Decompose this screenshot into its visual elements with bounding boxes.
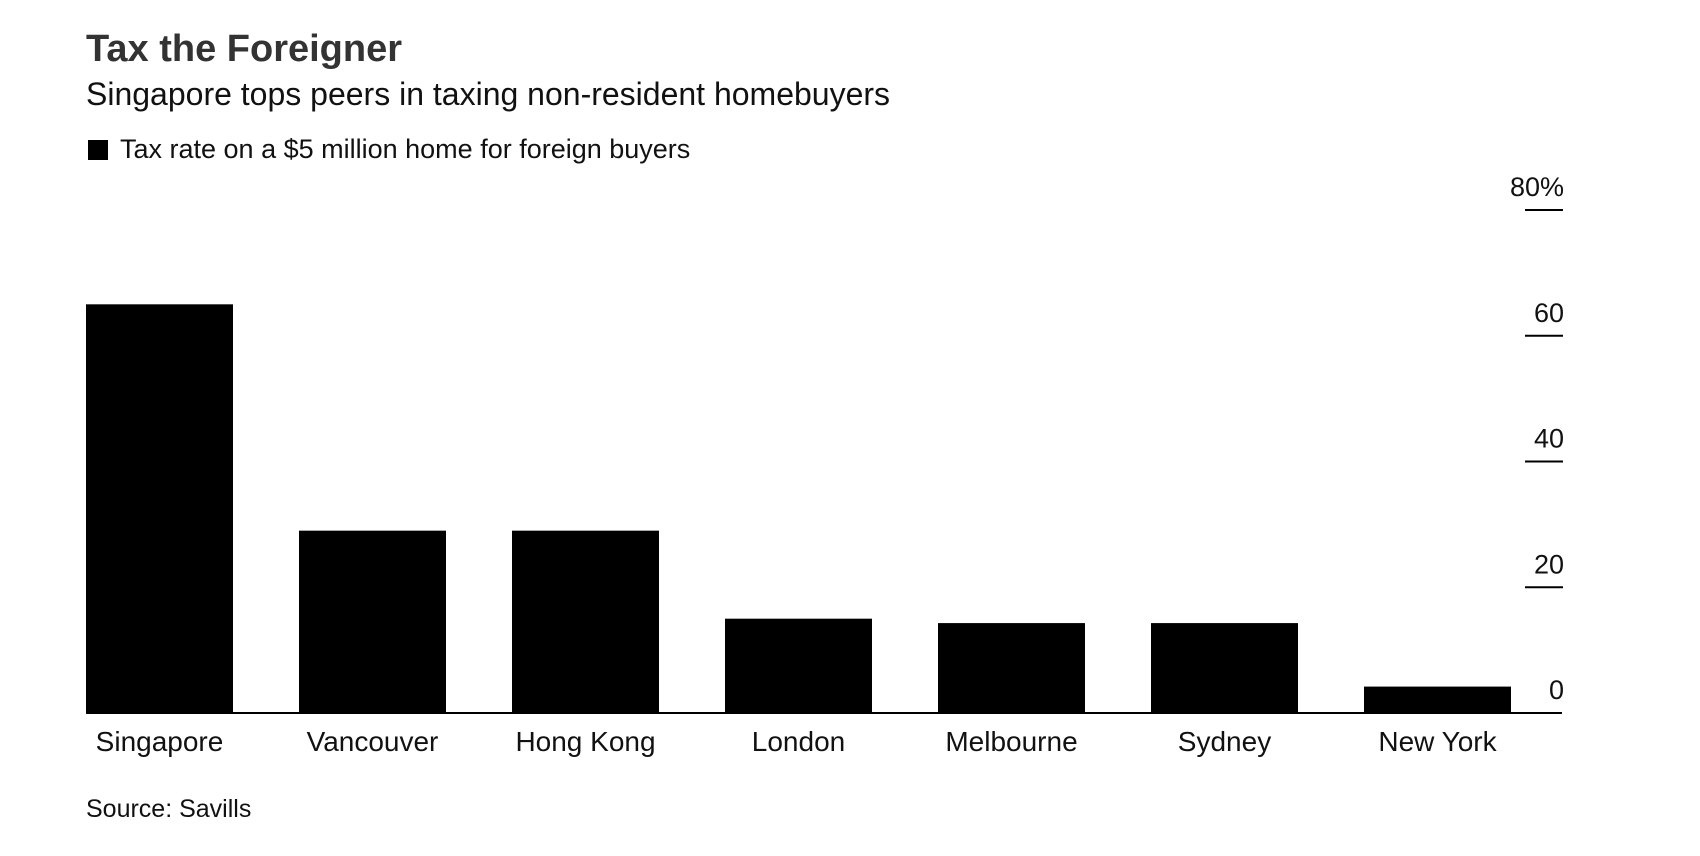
bar-singapore xyxy=(86,304,233,713)
bar-melbourne xyxy=(938,623,1085,713)
bar-hong-kong xyxy=(512,530,659,713)
category-label: Hong Kong xyxy=(515,726,655,757)
bar-sydney xyxy=(1151,623,1298,713)
category-label: Singapore xyxy=(96,726,224,757)
category-label: London xyxy=(752,726,845,757)
legend: Tax rate on a $5 million home for foreig… xyxy=(88,134,690,165)
bar-london xyxy=(725,618,872,713)
chart-title: Tax the Foreigner xyxy=(86,28,403,70)
y-tick-label: 80% xyxy=(1510,172,1564,202)
category-label: Vancouver xyxy=(307,726,439,757)
y-tick-label: 20 xyxy=(1534,549,1564,579)
bar-new-york xyxy=(1364,686,1511,713)
chart-subtitle: Singapore tops peers in taxing non-resid… xyxy=(86,76,891,112)
category-label: New York xyxy=(1378,726,1497,757)
category-label: Melbourne xyxy=(945,726,1077,757)
y-tick-label: 0 xyxy=(1549,675,1564,705)
category-label: Sydney xyxy=(1178,726,1271,757)
source-note: Source: Savills xyxy=(86,795,252,823)
legend-label: Tax rate on a $5 million home for foreig… xyxy=(120,134,691,164)
y-tick-label: 40 xyxy=(1534,424,1564,454)
y-tick-label: 60 xyxy=(1534,298,1564,328)
legend-swatch xyxy=(88,139,108,160)
bar-vancouver xyxy=(299,530,446,713)
